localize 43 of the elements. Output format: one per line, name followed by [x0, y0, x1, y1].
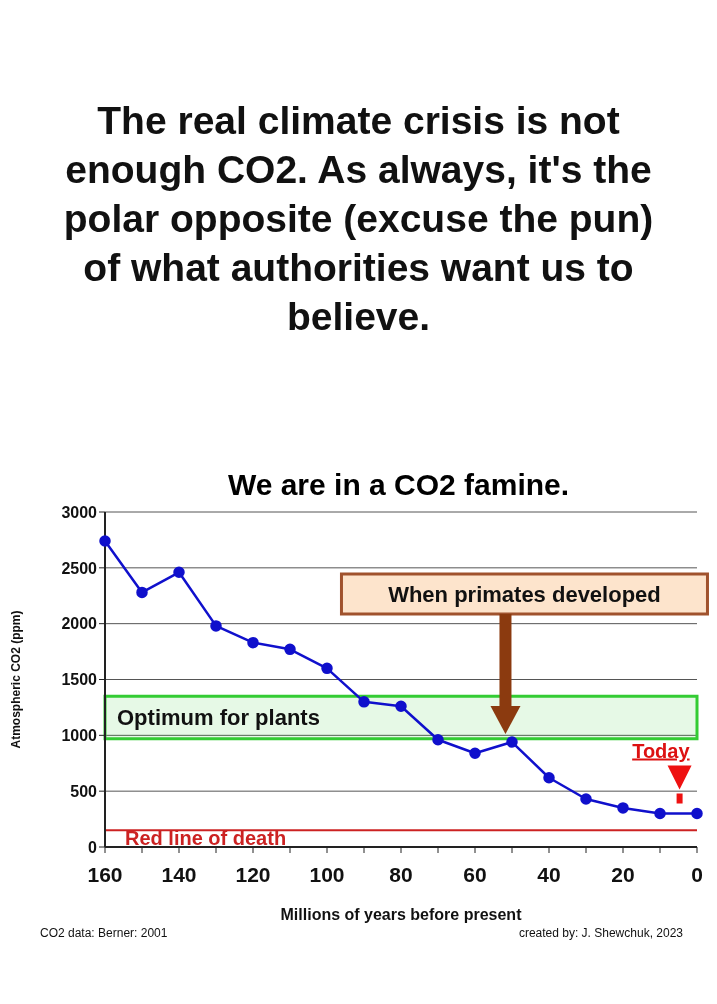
x-tick-label: 40: [537, 862, 561, 886]
chart-title: The real climate crisis is not enough CO2. As always, it's the polar opposite (excuse the pun) of what authorities want us to believe.: [62, 98, 655, 340]
point: [580, 793, 592, 805]
text: CO2 data: Berner: 2001: [40, 926, 168, 940]
chart-subtitle: We are in a CO2 famine.: [226, 468, 571, 502]
point: [284, 643, 296, 656]
x-tick-label: 80: [389, 862, 413, 886]
y-tick-label: 1000: [61, 727, 98, 745]
point: [617, 802, 629, 814]
point: [173, 566, 185, 579]
point: [432, 734, 444, 746]
point: [99, 535, 111, 547]
point: [321, 662, 333, 675]
point: [654, 807, 666, 820]
point: [136, 586, 148, 599]
point: [210, 620, 222, 632]
y-tick-label: 2500: [61, 559, 98, 577]
band-label: Optimum for plants: [117, 705, 320, 731]
y-tick-label: 3000: [61, 503, 98, 521]
y-tick-label: 500: [70, 782, 98, 800]
text: created by: J. Shewchuk, 2023: [518, 926, 683, 940]
point: [469, 747, 481, 759]
x-tick-label: 20: [611, 862, 635, 886]
point: [358, 696, 370, 708]
point: [395, 700, 407, 713]
point: [543, 772, 555, 784]
x-tick-label: 160: [87, 862, 123, 886]
y-tick-label: 2000: [61, 615, 98, 633]
x-tick-label: 100: [309, 862, 345, 886]
x-tick-label: 120: [235, 862, 271, 886]
x-axis-title: Millions of years before present: [280, 906, 523, 923]
x-tick-label: 140: [161, 862, 197, 886]
x-tick-label: 60: [463, 862, 487, 886]
point: [506, 736, 518, 748]
y-tick-label: 1500: [61, 671, 98, 689]
y-tick-label: 0: [88, 838, 98, 856]
x-tick-label: 0: [691, 862, 703, 886]
point: [691, 807, 703, 820]
ref-line-label: Red line of death: [125, 827, 287, 850]
annotation: When primates developed: [388, 582, 661, 607]
point: [247, 636, 259, 649]
annotation: Today: [632, 739, 691, 762]
y-axis-title: Atmospheric CO2 (ppm): [9, 610, 24, 749]
